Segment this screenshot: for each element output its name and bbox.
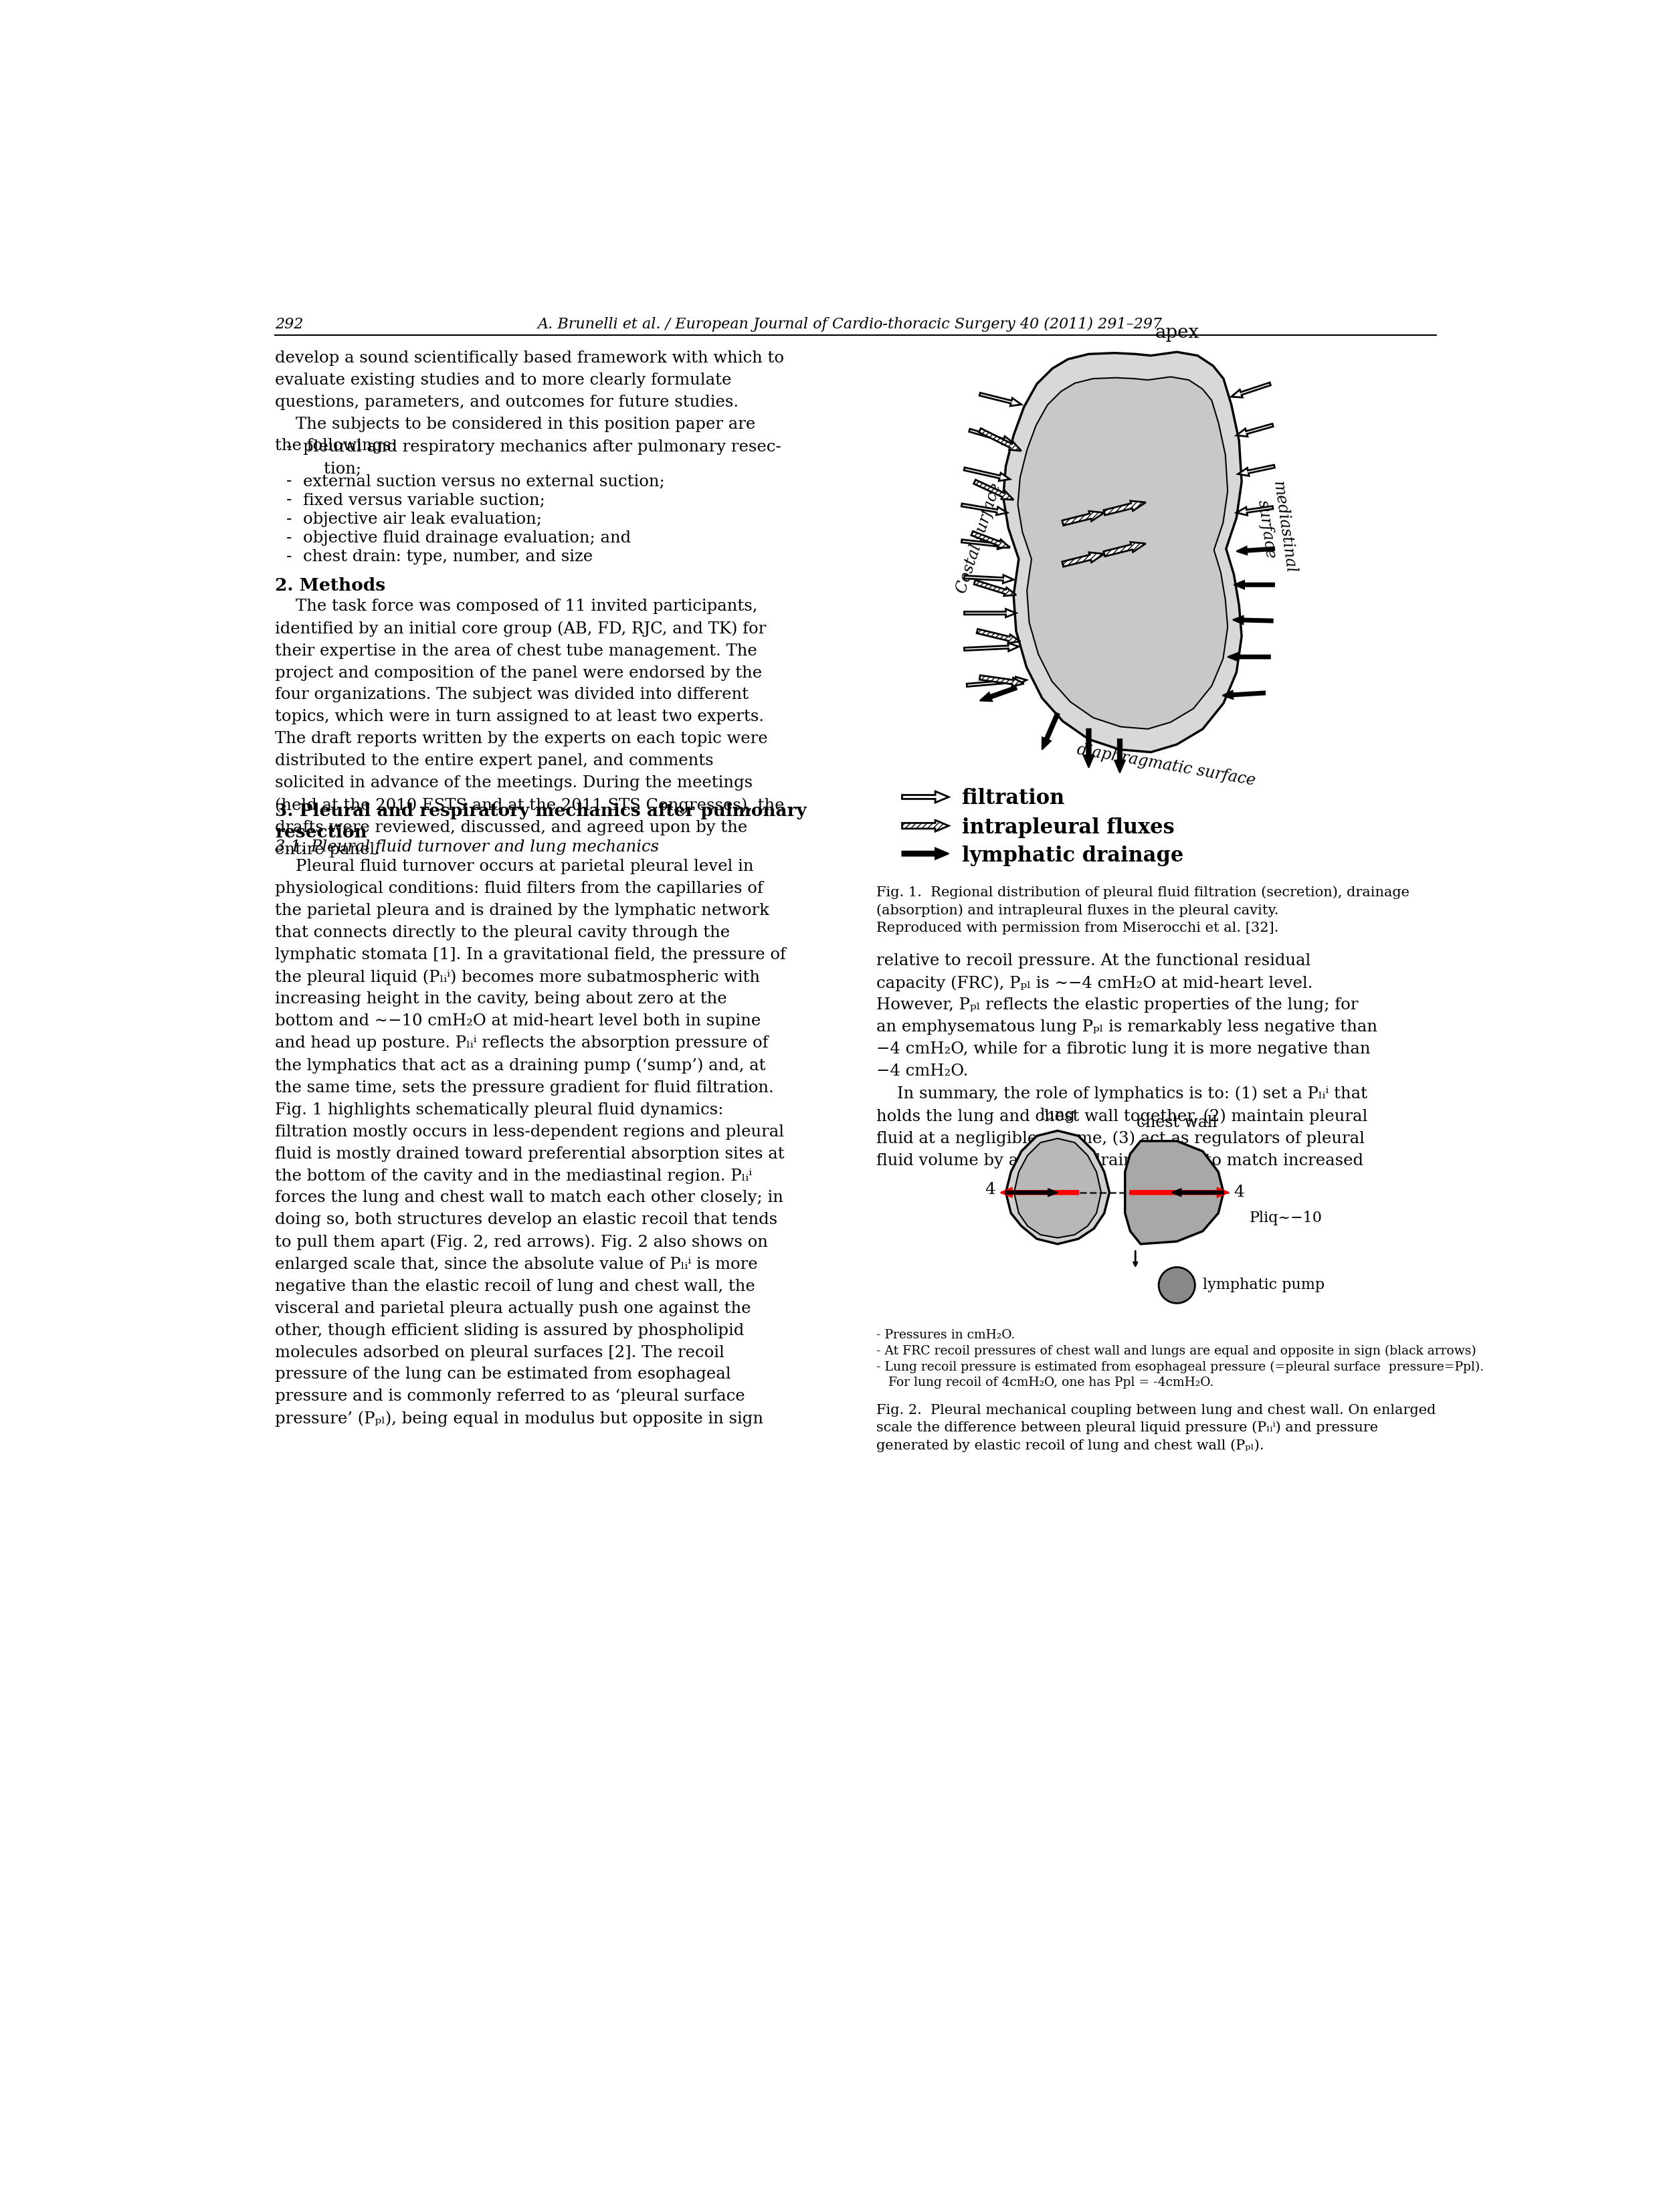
Text: objective air leak evaluation;: objective air leak evaluation;	[304, 511, 542, 526]
Polygon shape	[977, 628, 1020, 644]
Polygon shape	[1236, 546, 1274, 555]
Text: mediastinal
surface: mediastinal surface	[1253, 480, 1299, 577]
Polygon shape	[971, 531, 1010, 549]
Polygon shape	[1171, 1188, 1224, 1197]
Circle shape	[1158, 1267, 1194, 1303]
Text: 4: 4	[985, 1181, 995, 1197]
Text: Fig. 2.  Pleural mechanical coupling between lung and chest wall. On enlarged
sc: Fig. 2. Pleural mechanical coupling betw…	[876, 1405, 1435, 1451]
Polygon shape	[1042, 712, 1060, 750]
Polygon shape	[980, 686, 1017, 701]
Polygon shape	[1005, 1130, 1110, 1243]
Text: lymphatic drainage: lymphatic drainage	[962, 845, 1183, 867]
Text: Fig. 1.  Regional distribution of pleural fluid filtration (secretion), drainage: Fig. 1. Regional distribution of pleural…	[876, 887, 1408, 933]
Polygon shape	[1062, 553, 1105, 566]
Polygon shape	[1019, 376, 1228, 730]
Polygon shape	[974, 580, 1015, 595]
Polygon shape	[979, 394, 1022, 407]
Polygon shape	[1103, 542, 1146, 557]
Polygon shape	[979, 429, 1022, 451]
Polygon shape	[902, 821, 949, 832]
Text: filtration: filtration	[962, 787, 1065, 810]
Polygon shape	[964, 575, 1014, 584]
Text: chest drain: type, number, and size: chest drain: type, number, and size	[304, 549, 592, 564]
Polygon shape	[979, 675, 1024, 686]
Polygon shape	[1083, 730, 1093, 768]
Text: intrapleural fluxes: intrapleural fluxes	[962, 818, 1175, 838]
Polygon shape	[902, 792, 949, 803]
Polygon shape	[1231, 383, 1271, 398]
Text: Pleural fluid turnover occurs at parietal pleural level in
physiological conditi: Pleural fluid turnover occurs at parieta…	[275, 858, 786, 1427]
Text: -: -	[287, 511, 292, 526]
Polygon shape	[1234, 580, 1274, 588]
Polygon shape	[967, 677, 1027, 686]
Text: objective fluid drainage evaluation; and: objective fluid drainage evaluation; and	[304, 531, 630, 546]
Polygon shape	[1014, 1139, 1102, 1239]
Polygon shape	[1236, 507, 1272, 515]
Text: 2. Methods: 2. Methods	[275, 577, 385, 593]
Polygon shape	[964, 644, 1019, 650]
Polygon shape	[902, 847, 949, 858]
Polygon shape	[1223, 690, 1266, 699]
Polygon shape	[1238, 465, 1274, 476]
Text: -: -	[287, 440, 292, 456]
Polygon shape	[1103, 500, 1146, 515]
Text: fixed versus variable suction;: fixed versus variable suction;	[304, 493, 546, 509]
Text: 4: 4	[1234, 1186, 1244, 1201]
Polygon shape	[1130, 1188, 1229, 1197]
Text: 292: 292	[275, 316, 304, 332]
Text: A. Brunelli et al. / European Journal of Cardio-thoracic Surgery 40 (2011) 291–2: A. Brunelli et al. / European Journal of…	[538, 316, 1163, 332]
Polygon shape	[1233, 615, 1272, 624]
Text: lymphatic pump: lymphatic pump	[1203, 1279, 1324, 1292]
Text: Costal surface: Costal surface	[954, 482, 1004, 595]
Polygon shape	[1005, 1188, 1058, 1197]
Text: lung: lung	[1040, 1108, 1075, 1124]
Text: Pliq~−10: Pliq~−10	[1249, 1210, 1322, 1225]
Polygon shape	[962, 504, 1007, 515]
Polygon shape	[974, 480, 1014, 500]
Polygon shape	[1004, 352, 1241, 752]
Polygon shape	[1000, 1188, 1078, 1197]
Text: diaphragmatic surface: diaphragmatic surface	[1077, 741, 1258, 787]
Polygon shape	[1125, 1141, 1224, 1243]
Text: -: -	[287, 531, 292, 546]
Text: -: -	[287, 473, 292, 489]
Text: external suction versus no external suction;: external suction versus no external suct…	[304, 473, 665, 489]
Text: chest wall: chest wall	[1136, 1115, 1218, 1130]
Polygon shape	[964, 608, 1015, 617]
Polygon shape	[1228, 653, 1271, 661]
Text: 3.1. Pleural fluid turnover and lung mechanics: 3.1. Pleural fluid turnover and lung mec…	[275, 838, 659, 854]
Polygon shape	[964, 467, 1010, 480]
Polygon shape	[1236, 425, 1272, 436]
Text: -: -	[287, 493, 292, 509]
Text: develop a sound scientifically based framework with which to
evaluate existing s: develop a sound scientifically based fra…	[275, 349, 783, 453]
Polygon shape	[969, 429, 1014, 445]
Text: -: -	[287, 549, 292, 564]
Text: relative to recoil pressure. At the functional residual
capacity (FRC), Pₚₗ is ∼: relative to recoil pressure. At the func…	[876, 953, 1377, 1168]
Polygon shape	[962, 540, 1009, 549]
Text: pleural and respiratory mechanics after pulmonary resec-
    tion;: pleural and respiratory mechanics after …	[304, 440, 781, 476]
Text: apex: apex	[1155, 323, 1199, 341]
Text: 3. Pleural and respiratory mechanics after pulmonary
resection: 3. Pleural and respiratory mechanics aft…	[275, 803, 806, 841]
Polygon shape	[1115, 739, 1125, 772]
Polygon shape	[1062, 511, 1105, 526]
Text: - Pressures in cmH₂O.
- At FRC recoil pressures of chest wall and lungs are equa: - Pressures in cmH₂O. - At FRC recoil pr…	[876, 1329, 1483, 1389]
Text: The task force was composed of 11 invited participants,
identified by an initial: The task force was composed of 11 invite…	[275, 599, 785, 858]
